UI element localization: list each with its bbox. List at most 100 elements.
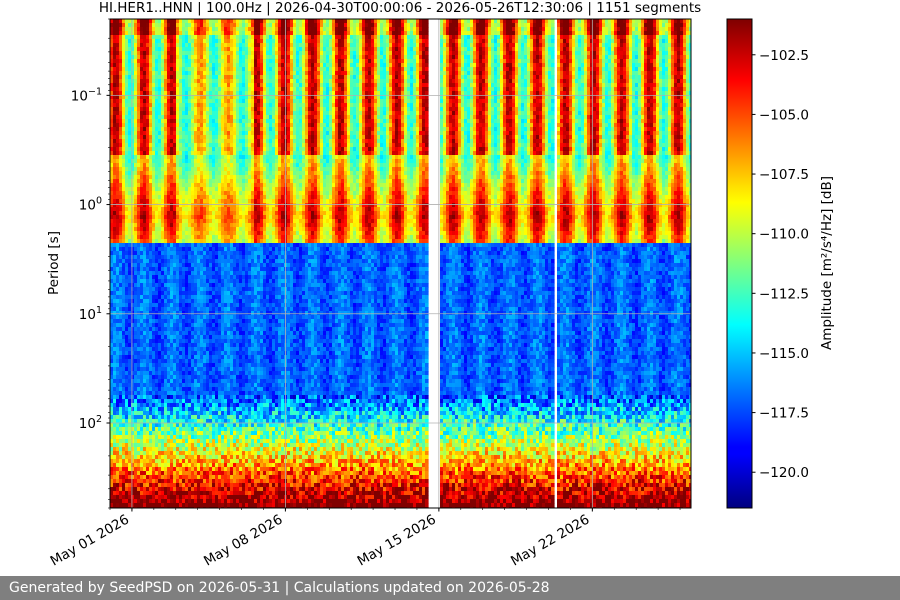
heatmap-cell xyxy=(212,291,216,296)
heatmap-cell xyxy=(110,267,114,272)
heatmap-cell xyxy=(173,291,177,296)
heatmap-cell xyxy=(197,179,201,184)
heatmap-cell xyxy=(215,475,219,480)
heatmap-cell xyxy=(209,407,213,412)
heatmap-cell xyxy=(119,151,123,156)
heatmap-cell xyxy=(122,107,126,112)
heatmap-cell xyxy=(152,407,156,412)
heatmap-cell xyxy=(176,151,180,156)
heatmap-cell xyxy=(113,475,117,480)
heatmap-cell xyxy=(227,79,231,84)
heatmap-cell xyxy=(119,251,123,256)
heatmap-cell xyxy=(122,235,126,240)
heatmap-cell xyxy=(179,107,183,112)
heatmap-cell xyxy=(206,295,210,300)
heatmap-cell xyxy=(203,43,207,48)
heatmap-cell xyxy=(164,107,168,112)
heatmap-cell xyxy=(131,259,135,264)
heatmap-cell xyxy=(131,83,135,88)
heatmap-cell xyxy=(158,203,162,208)
heatmap-cell xyxy=(143,359,147,364)
heatmap-cell xyxy=(194,79,198,84)
heatmap-cell xyxy=(206,367,210,372)
heatmap-cell xyxy=(149,215,153,220)
heatmap-cell xyxy=(167,359,171,364)
heatmap-cell xyxy=(113,43,117,48)
heatmap-cell xyxy=(113,235,117,240)
heatmap-cell xyxy=(191,243,195,248)
heatmap-cell xyxy=(161,219,165,224)
heatmap-cell xyxy=(125,167,129,172)
heatmap-cell xyxy=(113,263,117,268)
heatmap-cell xyxy=(134,347,138,352)
heatmap-cell xyxy=(161,143,165,148)
heatmap-cell xyxy=(167,371,171,376)
heatmap-cell xyxy=(167,95,171,100)
heatmap-cell xyxy=(164,231,168,236)
heatmap-cell xyxy=(149,95,153,100)
heatmap-cell xyxy=(194,111,198,116)
heatmap-cell xyxy=(215,339,219,344)
heatmap-cell xyxy=(206,79,210,84)
heatmap-cell xyxy=(158,455,162,460)
heatmap-cell xyxy=(173,415,177,420)
heatmap-cell xyxy=(176,259,180,264)
heatmap-cell xyxy=(221,107,225,112)
heatmap-cell xyxy=(194,235,198,240)
heatmap-cell xyxy=(161,383,165,388)
heatmap-cell xyxy=(227,387,231,392)
heatmap-cell xyxy=(164,263,168,268)
heatmap-cell xyxy=(230,35,234,40)
heatmap-cell xyxy=(230,311,234,316)
heatmap-cell xyxy=(146,75,150,80)
heatmap-cell xyxy=(203,63,207,68)
heatmap-cell xyxy=(188,71,192,76)
heatmap-cell xyxy=(212,351,216,356)
heatmap-cell xyxy=(164,211,168,216)
heatmap-cell xyxy=(173,499,177,504)
heatmap-cell xyxy=(122,279,126,284)
heatmap-cell xyxy=(203,179,207,184)
heatmap-cell xyxy=(176,255,180,260)
heatmap-cell xyxy=(182,303,186,308)
heatmap-cell xyxy=(182,111,186,116)
heatmap-cell xyxy=(164,223,168,228)
heatmap-cell xyxy=(227,419,231,424)
heatmap-cell xyxy=(161,87,165,92)
heatmap-cell xyxy=(179,191,183,196)
heatmap-cell xyxy=(197,339,201,344)
heatmap-cell xyxy=(149,155,153,160)
heatmap-cell xyxy=(110,451,114,456)
heatmap-cell xyxy=(185,467,189,472)
heatmap-cell xyxy=(203,431,207,436)
heatmap-cell xyxy=(200,139,204,144)
heatmap-cell xyxy=(164,451,168,456)
heatmap-cell xyxy=(110,191,114,196)
heatmap-cell xyxy=(224,127,228,132)
heatmap-cell xyxy=(119,43,123,48)
heatmap-cell xyxy=(203,27,207,32)
heatmap-cell xyxy=(164,455,168,460)
heatmap-cell xyxy=(143,455,147,460)
heatmap-cell xyxy=(170,139,174,144)
heatmap-cell xyxy=(176,399,180,404)
heatmap-cell xyxy=(116,31,120,36)
heatmap-cell xyxy=(221,391,225,396)
heatmap-cell xyxy=(110,499,114,504)
heatmap-cell xyxy=(128,67,132,72)
heatmap-cell xyxy=(137,355,141,360)
heatmap-cell xyxy=(182,439,186,444)
heatmap-cell xyxy=(110,115,114,120)
heatmap-cell xyxy=(182,179,186,184)
heatmap-cell xyxy=(194,195,198,200)
heatmap-cell xyxy=(230,195,234,200)
heatmap-cell xyxy=(179,299,183,304)
heatmap-cell xyxy=(176,479,180,484)
heatmap-cell xyxy=(173,115,177,120)
heatmap-cell xyxy=(128,299,132,304)
heatmap-cell xyxy=(143,411,147,416)
heatmap-cell xyxy=(194,91,198,96)
heatmap-cell xyxy=(176,211,180,216)
heatmap-cell xyxy=(161,203,165,208)
heatmap-cell xyxy=(197,287,201,292)
